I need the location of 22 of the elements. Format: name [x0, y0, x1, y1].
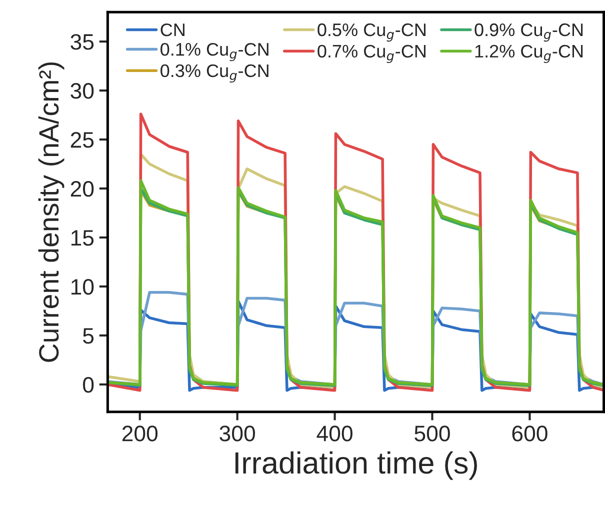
- y-axis-title: Current density (nA/cm²): [38, 62, 64, 362]
- x-axis-title: Irradiation time (s): [235, 451, 477, 480]
- y-tick-label: 5: [83, 328, 94, 344]
- y-tick-label: 25: [70, 132, 94, 148]
- y-tick-label: 10: [71, 279, 94, 295]
- y-tick-label: 20: [70, 181, 94, 197]
- legend-label: 0.3% Cu$_{g}$-CN: [160, 64, 268, 83]
- x-tick-label: 200: [122, 426, 158, 442]
- x-tick-label: 400: [316, 426, 352, 442]
- y-tick-label: 30: [70, 83, 94, 99]
- legend-label: CN: [160, 23, 184, 36]
- y-tick-label: 35: [70, 34, 94, 50]
- x-tick-label: 600: [512, 426, 548, 442]
- x-tick-label: 500: [414, 426, 450, 442]
- legend-label: 0.7% Cu$_{g}$-CN: [318, 44, 426, 64]
- y-tick-label: 15: [71, 230, 94, 246]
- legend-label: 1.2% Cu$_{g}$-CN: [475, 44, 583, 64]
- y-tick-label: 0: [83, 376, 94, 393]
- legend-label: 0.1% Cu$_{g}$-CN: [160, 42, 268, 62]
- legend-label: 0.5% Cu$_{g}$-CN: [318, 23, 426, 42]
- legend-label: 0.9% Cu$_{g}$-CN: [474, 23, 583, 42]
- x-tick-label: 300: [220, 426, 255, 442]
